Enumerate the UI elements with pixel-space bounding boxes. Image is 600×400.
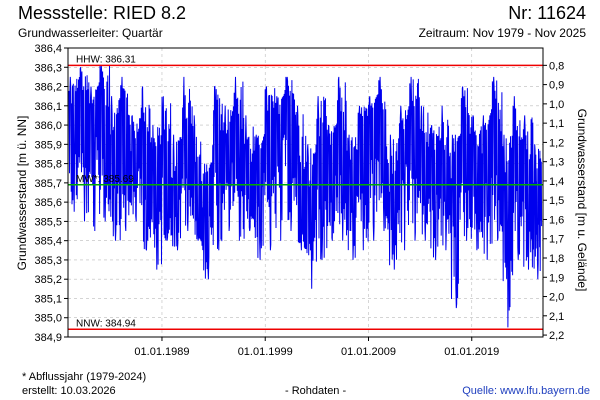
footnote: * Abflussjahr (1979-2024) <box>22 371 147 383</box>
y2-tick-label: 0,9 <box>549 80 564 92</box>
y-axis-label-right: Grundwasserstand [m u. Gelände] <box>575 109 589 292</box>
y-axis-right: 0,8 0,9 1,0 1,1 1,2 1,3 1,4 1,5 1,6 1,7 1,8 1,9 2,0 2… <box>543 60 564 342</box>
y-tick-label: 385,3 <box>34 255 62 267</box>
x-tick-label: 01.01.1989 <box>134 346 189 358</box>
source-link[interactable]: Quelle: www.lfu.bayern.de <box>462 385 590 397</box>
station-number: Nr: 11624 <box>508 3 586 23</box>
y-tick-label: 386,4 <box>34 43 62 55</box>
y-tick-label: 385,1 <box>34 293 62 305</box>
y2-tick-label: 1,5 <box>549 195 564 207</box>
y-tick-label: 386,0 <box>34 120 62 132</box>
y2-tick-label: 1,3 <box>549 157 564 169</box>
y-tick-label: 385,0 <box>34 313 62 325</box>
data-type-label: - Rohdaten - <box>285 385 347 397</box>
aquifer-label: Grundwasserleiter: Quartär <box>18 26 163 40</box>
y-tick-label: 385,4 <box>34 236 62 248</box>
y2-tick-label: 1,4 <box>549 176 564 188</box>
y-tick-label: 385,6 <box>34 197 62 209</box>
y2-tick-label: 2,2 <box>549 330 564 342</box>
y-tick-label: 385,9 <box>34 139 62 151</box>
y2-tick-label: 1,8 <box>549 253 564 265</box>
y-axis-left: 386,4 386,3 386,2 386,1 386,0 385,9 385,8 385,7… <box>34 43 68 344</box>
y-tick-label: 386,2 <box>34 82 62 94</box>
y-tick-label: 385,7 <box>34 178 62 190</box>
period-label: Zeitraum: Nov 1979 - Nov 2025 <box>418 26 586 40</box>
series-group <box>68 65 543 328</box>
y-tick-label: 385,2 <box>34 274 62 286</box>
y2-tick-label: 1,1 <box>549 118 564 130</box>
y-tick-label: 386,3 <box>34 62 62 74</box>
plot-frame <box>67 47 544 338</box>
y-tick-label: 385,5 <box>34 216 62 228</box>
x-tick-label: 01.01.2009 <box>341 346 396 358</box>
x-tick-label: 01.01.1999 <box>238 346 293 358</box>
y-axis-label-left: Grundwasserstand [m ü. NN] <box>15 116 29 271</box>
y2-tick-label: 2,1 <box>549 311 564 323</box>
x-tick-label: 01.01.2019 <box>444 346 499 358</box>
y-tick-label: 385,8 <box>34 159 62 171</box>
reference-line-label: HHW: 386.31 <box>76 54 136 65</box>
y2-tick-label: 1,0 <box>549 99 564 111</box>
reference-line-label: MW*: 385.69 <box>76 174 134 185</box>
y2-tick-label: 1,2 <box>549 137 564 149</box>
y2-tick-label: 2,0 <box>549 292 564 304</box>
y2-tick-label: 1,6 <box>549 214 564 226</box>
y2-tick-label: 1,7 <box>549 234 564 246</box>
y2-tick-label: 1,9 <box>549 272 564 284</box>
y-tick-label: 384,9 <box>34 332 62 344</box>
series-line <box>68 65 543 328</box>
y-tick-label: 386,1 <box>34 101 62 113</box>
y2-tick-label: 0,8 <box>549 60 564 72</box>
created-date: erstellt: 10.03.2026 <box>22 385 116 397</box>
x-axis: 01.01.1989 01.01.1999 01.01.2009 01.01.2019 <box>134 337 499 358</box>
station-title: Messstelle: RIED 8.2 <box>18 3 187 23</box>
reference-line-label: NNW: 384.94 <box>76 318 136 329</box>
reference-lines: HHW: 386.31 MW*: 385.69 NNW: 384.94 <box>68 54 543 331</box>
